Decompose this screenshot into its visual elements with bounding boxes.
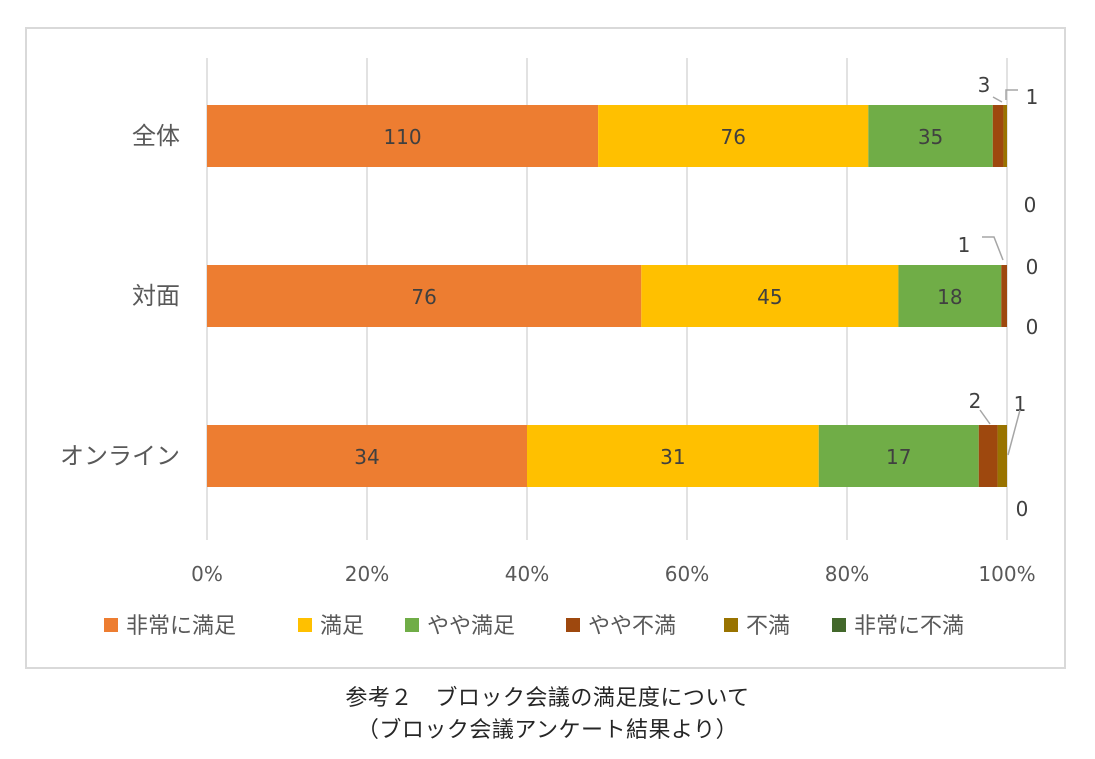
leader-line-0-4 xyxy=(1005,89,1018,100)
bar-segment-2-1 xyxy=(527,425,819,487)
data-label-2-3: 2 xyxy=(969,389,982,413)
data-label-1-1: 45 xyxy=(757,285,782,309)
data-label-0-0: 110 xyxy=(383,125,421,149)
data-label-0-3: 3 xyxy=(978,73,991,97)
x-tick-label-3: 60% xyxy=(665,562,709,586)
legend-label-1: 満足 xyxy=(320,614,364,639)
bar-segment-1-3 xyxy=(1001,265,1007,327)
leader-line-2-4 xyxy=(1007,409,1021,456)
legend-label-2: やや満足 xyxy=(427,614,515,639)
category-label-2: オンライン xyxy=(60,442,180,470)
bar-segment-1-0 xyxy=(207,265,642,327)
bar-segment-0-2 xyxy=(868,105,993,167)
category-label-1: 対面 xyxy=(132,282,180,310)
category-label-0: 全体 xyxy=(132,122,180,150)
legend-swatch-2 xyxy=(405,618,419,632)
legend-swatch-4 xyxy=(724,618,738,632)
x-tick-label-4: 80% xyxy=(825,562,869,586)
leader-line-2-3 xyxy=(979,409,991,425)
bar-segment-2-3 xyxy=(978,425,998,487)
caption-subtitle: （ブロック会議アンケート結果より） xyxy=(356,718,739,743)
legend-label-0: 非常に満足 xyxy=(126,614,236,639)
data-label-2-1: 31 xyxy=(660,445,685,469)
bar-segment-0-3 xyxy=(992,105,1004,167)
legend-swatch-0 xyxy=(104,618,118,632)
leader-line-0-3 xyxy=(992,96,1003,103)
bar-segment-0-0 xyxy=(207,105,599,167)
data-label-0-5: 0 xyxy=(1024,193,1037,217)
x-tick-label-5: 100% xyxy=(978,562,1035,586)
legend-label-5: 非常に不満 xyxy=(854,614,964,639)
caption-title: 参考２ ブロック会議の満足度について xyxy=(345,686,750,711)
bar-segment-0-4 xyxy=(1003,105,1007,167)
legend-label-4: 不満 xyxy=(746,614,790,639)
bar-segment-2-2 xyxy=(818,425,979,487)
x-tick-label-0: 0% xyxy=(191,562,223,586)
data-label-2-4: 1 xyxy=(1014,392,1027,416)
legend-swatch-1 xyxy=(298,618,312,632)
legend-label-3: やや不満 xyxy=(588,614,676,639)
data-label-2-0: 34 xyxy=(354,445,379,469)
x-tick-label-1: 20% xyxy=(345,562,389,586)
data-label-1-5: 0 xyxy=(1026,315,1039,339)
data-label-0-4: 1 xyxy=(1026,85,1039,109)
bar-segment-2-0 xyxy=(207,425,527,487)
data-label-1-4: 0 xyxy=(1026,255,1039,279)
data-label-1-0: 76 xyxy=(411,285,436,309)
legend-swatch-3 xyxy=(566,618,580,632)
data-label-2-2: 17 xyxy=(886,445,911,469)
data-label-0-2: 35 xyxy=(918,125,943,149)
bar-segment-0-1 xyxy=(598,105,869,167)
bar-segment-2-4 xyxy=(997,425,1007,487)
bar-segment-1-2 xyxy=(898,265,1002,327)
legend-swatch-5 xyxy=(832,618,846,632)
data-label-1-3: 1 xyxy=(958,233,971,257)
leader-line-1-3 xyxy=(982,236,1004,261)
data-label-2-5: 0 xyxy=(1016,497,1029,521)
bar-segment-1-1 xyxy=(641,265,899,327)
data-label-1-2: 18 xyxy=(937,285,962,309)
x-tick-label-2: 40% xyxy=(505,562,549,586)
data-label-0-1: 76 xyxy=(720,125,745,149)
